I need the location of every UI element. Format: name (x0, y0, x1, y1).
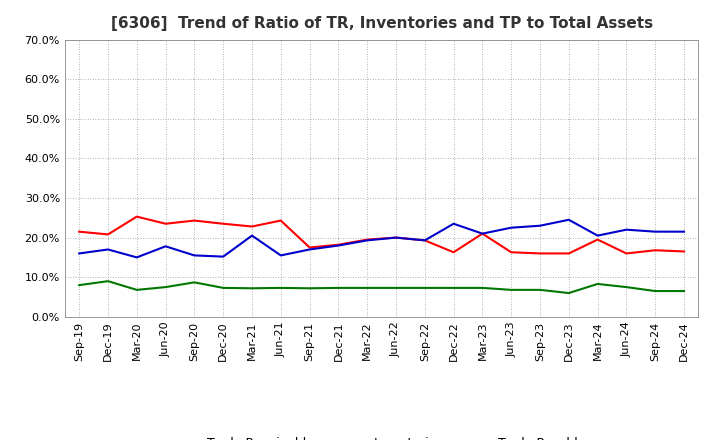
Trade Receivables (507, 249, 516, 255)
Inventories (392, 235, 400, 240)
Legend: Trade Receivables, Inventories, Trade Payables: Trade Receivables, Inventories, Trade Pa… (166, 432, 597, 440)
Trade Payables (75, 282, 84, 288)
Inventories (449, 221, 458, 226)
Trade Receivables (449, 249, 458, 255)
Trade Payables (305, 286, 314, 291)
Inventories (507, 225, 516, 231)
Trade Receivables (334, 242, 343, 247)
Inventories (132, 255, 141, 260)
Inventories (161, 244, 170, 249)
Trade Receivables (219, 221, 228, 226)
Trade Payables (363, 285, 372, 290)
Line: Inventories: Inventories (79, 220, 684, 257)
Trade Payables (334, 285, 343, 290)
Inventories (190, 253, 199, 258)
Inventories (276, 253, 285, 258)
Trade Payables (420, 285, 429, 290)
Inventories (334, 243, 343, 248)
Trade Payables (190, 280, 199, 285)
Trade Payables (622, 284, 631, 290)
Trade Payables (132, 287, 141, 293)
Trade Receivables (248, 224, 256, 229)
Trade Payables (507, 287, 516, 293)
Inventories (420, 238, 429, 243)
Trade Payables (449, 285, 458, 290)
Trade Receivables (420, 238, 429, 243)
Trade Payables (593, 281, 602, 286)
Inventories (305, 247, 314, 252)
Trade Payables (219, 285, 228, 290)
Trade Receivables (161, 221, 170, 226)
Trade Receivables (478, 231, 487, 236)
Inventories (536, 223, 544, 228)
Trade Receivables (104, 232, 112, 237)
Inventories (75, 251, 84, 256)
Inventories (363, 238, 372, 243)
Trade Receivables (392, 235, 400, 240)
Trade Payables (248, 286, 256, 291)
Trade Receivables (680, 249, 688, 254)
Trade Receivables (622, 251, 631, 256)
Trade Receivables (305, 245, 314, 250)
Trade Payables (564, 290, 573, 296)
Trade Payables (276, 285, 285, 290)
Inventories (622, 227, 631, 232)
Inventories (219, 254, 228, 259)
Trade Receivables (651, 248, 660, 253)
Trade Payables (680, 289, 688, 294)
Trade Receivables (190, 218, 199, 223)
Trade Receivables (132, 214, 141, 219)
Trade Receivables (593, 237, 602, 242)
Inventories (593, 233, 602, 238)
Trade Receivables (363, 237, 372, 242)
Inventories (651, 229, 660, 234)
Trade Payables (536, 287, 544, 293)
Title: [6306]  Trend of Ratio of TR, Inventories and TP to Total Assets: [6306] Trend of Ratio of TR, Inventories… (111, 16, 652, 32)
Trade Receivables (564, 251, 573, 256)
Inventories (564, 217, 573, 222)
Line: Trade Receivables: Trade Receivables (79, 216, 684, 253)
Trade Payables (651, 289, 660, 294)
Inventories (104, 247, 112, 252)
Inventories (248, 233, 256, 238)
Trade Receivables (536, 251, 544, 256)
Trade Payables (104, 279, 112, 284)
Line: Trade Payables: Trade Payables (79, 281, 684, 293)
Trade Payables (161, 284, 170, 290)
Trade Receivables (75, 229, 84, 234)
Inventories (680, 229, 688, 234)
Trade Payables (478, 285, 487, 290)
Inventories (478, 231, 487, 236)
Trade Payables (392, 285, 400, 290)
Trade Receivables (276, 218, 285, 223)
